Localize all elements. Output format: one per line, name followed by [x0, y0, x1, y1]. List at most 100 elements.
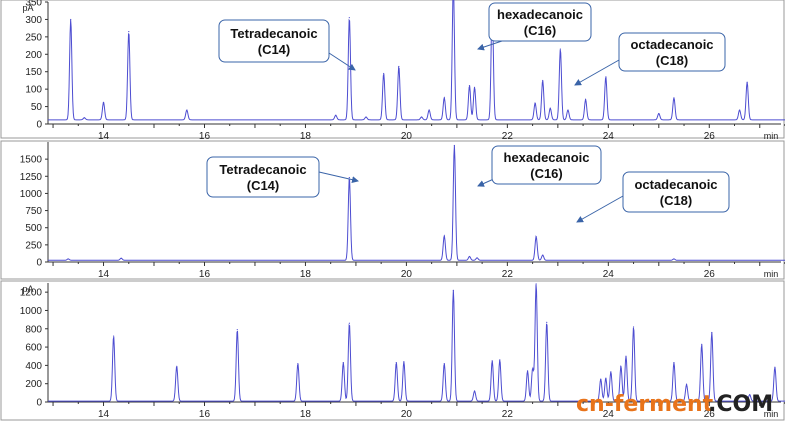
x-tick-label: 14: [98, 131, 110, 142]
peak-apex: [535, 236, 537, 238]
x-tick-label: 18: [300, 269, 312, 280]
annotation-compound-name: hexadecanoic: [504, 150, 590, 165]
watermark-text-domain: .COM: [708, 392, 773, 417]
peak-apex: [499, 359, 501, 361]
x-tick-label: 20: [401, 131, 413, 142]
y-tick-label: 1000: [20, 306, 43, 317]
peak-apex: [420, 116, 423, 118]
peak-apex: [102, 101, 105, 103]
peak-apex: [567, 109, 569, 111]
peak-annotation: octadecanoic(C18): [576, 171, 730, 223]
annotation-compound-name: octadecanoic: [630, 37, 713, 52]
x-tick-label: 26: [704, 131, 716, 142]
peak-apex: [120, 257, 122, 259]
watermark-text-brand: cn-ferment: [576, 392, 714, 417]
peak-apex: [113, 335, 115, 337]
x-tick-label: 18: [300, 409, 312, 420]
x-tick-label: 16: [199, 409, 211, 420]
x-tick-label: 24: [603, 269, 615, 280]
y-axis-unit-label: pA: [22, 3, 33, 13]
x-tick-label: 22: [502, 269, 514, 280]
annotation-compound-name: octadecanoic: [634, 177, 717, 192]
x-tick-label: 20: [401, 409, 413, 420]
peak-apex: [335, 114, 337, 116]
annotation-arrow: [574, 59, 620, 86]
chromatogram-panel-1: 0 50 100 150 200 250 300 350 14 16 18 20 22 24 26 pA min…: [0, 0, 785, 142]
annotation-carbon-number: (C16): [530, 166, 563, 181]
y-tick-label: 350: [25, 0, 42, 9]
peak-apex: [70, 18, 72, 21]
peak-apex: [186, 109, 188, 111]
peak-apex: [542, 79, 544, 82]
peak-apex: [348, 17, 350, 19]
annotation-compound-name: hexadecanoic: [497, 7, 583, 22]
x-tick-label: 26: [704, 409, 716, 420]
annotation-carbon-number: (C18): [656, 53, 689, 68]
peak-apex: [625, 355, 627, 357]
chromatogram-panel-2: 0 250 500 750 1000 1250 1500 14 16 18 20 22 24 26 min T…: [0, 140, 785, 280]
peak-apex: [685, 384, 688, 386]
annotation-box: [618, 32, 726, 72]
x-tick-label: 16: [199, 131, 211, 142]
chromatogram-trace: [48, 0, 785, 121]
peak-apex: [453, 144, 455, 147]
peak-apex: [443, 235, 445, 237]
annotation-carbon-number: (C16): [524, 23, 557, 38]
annotation-arrow: [328, 52, 356, 71]
peak-apex: [365, 116, 367, 118]
annotation-carbon-number: (C18): [660, 193, 693, 208]
peak-apex: [395, 362, 397, 364]
annotation-arrow: [576, 195, 624, 223]
x-tick-label: 14: [98, 409, 110, 420]
peak-annotation: hexadecanoic(C16): [477, 145, 602, 187]
x-tick-label: 24: [603, 409, 615, 420]
x-axis-unit-label: min: [764, 269, 779, 279]
annotation-box: [206, 156, 320, 198]
peak-annotation: Tetradecanoic(C14): [206, 156, 359, 198]
y-tick-label: 1500: [20, 155, 43, 166]
y-tick-label: 150: [25, 67, 42, 78]
panel-frame: [0, 280, 785, 421]
peak-annotation: octadecanoic(C18): [574, 32, 726, 86]
x-tick-label: 22: [502, 409, 514, 420]
peak-apex: [526, 370, 529, 372]
annotation-box: [622, 171, 730, 213]
peak-apex: [610, 371, 612, 373]
peak-apex: [535, 283, 537, 285]
y-tick-label: 200: [25, 379, 42, 390]
peak-apex: [383, 72, 385, 75]
y-tick-label: 1200: [20, 288, 43, 299]
peak-apex: [620, 365, 622, 367]
annotation-compound-name: Tetradecanoic: [219, 162, 306, 177]
peak-apex: [532, 368, 534, 370]
peak-apex: [236, 329, 238, 331]
annotation-carbon-number: (C14): [247, 178, 280, 193]
y-axis-unit-label: pA: [22, 284, 33, 294]
peak-apex: [443, 97, 445, 99]
peak-apex: [67, 258, 69, 260]
x-axis-unit-label: min: [764, 409, 779, 419]
annotation-carbon-number: (C14): [258, 42, 291, 57]
peak-apex: [658, 112, 660, 115]
x-tick-label: 18: [300, 131, 312, 142]
y-tick-label: 250: [25, 240, 42, 251]
peak-apex: [468, 85, 471, 87]
chromatogram-trace: [48, 145, 785, 261]
peak-apex: [473, 86, 476, 88]
annotation-box: [488, 2, 592, 42]
peak-apex: [605, 377, 607, 379]
peak-apex: [605, 76, 607, 78]
y-tick-label: 0: [36, 120, 42, 131]
y-tick-label: 100: [25, 85, 42, 96]
annotation-box: [491, 145, 602, 185]
peak-apex: [83, 117, 85, 119]
x-tick-label: 26: [704, 269, 716, 280]
annotation-box: [218, 19, 330, 63]
x-tick-label: 20: [401, 269, 413, 280]
peak-apex: [534, 102, 536, 104]
chromatogram-panel-3: 0 200 400 600 800 1000 1200 14 16 18 20 22 24 26 pA min: [0, 280, 785, 421]
peak-apex: [403, 361, 405, 363]
watermark: cn-ferment .COM: [576, 392, 773, 417]
y-tick-label: 300: [25, 15, 42, 26]
y-tick-label: 800: [25, 324, 42, 335]
